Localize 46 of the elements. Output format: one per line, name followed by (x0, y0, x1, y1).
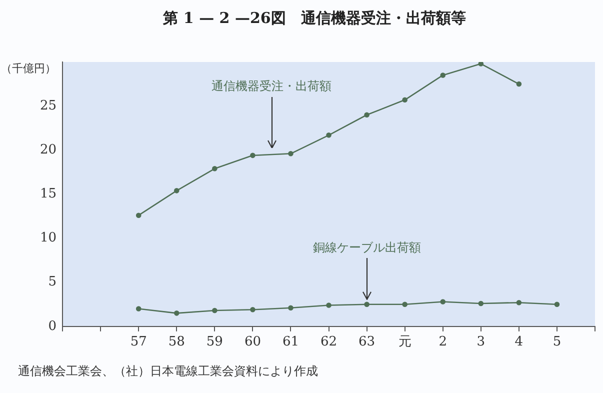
y-tick-label: 25 (40, 98, 57, 114)
x-tick-label: 3 (476, 334, 486, 350)
point (478, 62, 484, 66)
y-tick-label: 15 (40, 186, 57, 202)
point (440, 72, 446, 78)
x-tick-label: 62 (320, 334, 338, 350)
point (288, 151, 294, 156)
point (212, 166, 218, 172)
x-tick-label: 58 (168, 334, 185, 350)
point (174, 188, 180, 194)
point (174, 310, 180, 316)
point (212, 308, 218, 314)
text: 通信機器受注・出荷額 (212, 78, 332, 93)
x-tick-label: 59 (206, 334, 223, 350)
x-tick-label: 元 (398, 334, 412, 350)
y-tick-label: 0 (48, 318, 57, 334)
x-tick-label: 5 (552, 334, 562, 350)
point (136, 212, 142, 218)
y-tick-label: 10 (40, 230, 57, 246)
point (288, 305, 294, 311)
x-tick-label: 60 (244, 334, 261, 350)
point (136, 306, 142, 312)
point (326, 302, 332, 308)
point (250, 152, 256, 158)
text: 銅線ケーブル出荷額 (312, 240, 421, 254)
y-axis-title: （千億円） (1, 62, 56, 75)
point (326, 132, 332, 138)
point (250, 307, 256, 312)
point (440, 299, 446, 304)
point (516, 81, 522, 87)
point (364, 112, 370, 118)
x-tick-label: 61 (282, 334, 300, 350)
text: 通信機会工業会、（社）日本電線工業会資料により作成 (18, 364, 318, 378)
point (516, 300, 522, 306)
x-tick-label: 63 (358, 334, 376, 350)
y-tick-label: 5 (48, 274, 57, 290)
point (402, 97, 408, 103)
point (402, 302, 408, 308)
chart-title: 第 1 — 2 —26図 通信機器受注・出荷額等 (162, 8, 466, 27)
point (478, 300, 484, 306)
x-tick-label: 2 (438, 334, 448, 350)
x-tick-label: 4 (514, 334, 524, 350)
x-tick-label: 57 (130, 334, 147, 350)
point (554, 302, 560, 308)
point (364, 302, 370, 308)
y-tick-label: 20 (40, 142, 57, 158)
